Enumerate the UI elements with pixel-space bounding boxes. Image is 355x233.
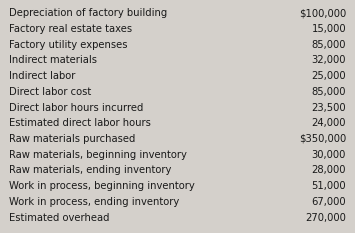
Text: 32,000: 32,000 bbox=[312, 55, 346, 65]
Text: 23,500: 23,500 bbox=[311, 103, 346, 113]
Text: Direct labor cost: Direct labor cost bbox=[9, 87, 91, 97]
Text: 28,000: 28,000 bbox=[312, 165, 346, 175]
Text: Direct labor hours incurred: Direct labor hours incurred bbox=[9, 103, 143, 113]
Text: Factory real estate taxes: Factory real estate taxes bbox=[9, 24, 132, 34]
Text: Work in process, beginning inventory: Work in process, beginning inventory bbox=[9, 181, 195, 191]
Text: Raw materials, ending inventory: Raw materials, ending inventory bbox=[9, 165, 171, 175]
Text: Factory utility expenses: Factory utility expenses bbox=[9, 40, 127, 50]
Text: Work in process, ending inventory: Work in process, ending inventory bbox=[9, 197, 179, 207]
Text: Estimated overhead: Estimated overhead bbox=[9, 213, 109, 223]
Text: $100,000: $100,000 bbox=[299, 8, 346, 18]
Text: 15,000: 15,000 bbox=[311, 24, 346, 34]
Text: Estimated direct labor hours: Estimated direct labor hours bbox=[9, 118, 151, 128]
Text: Raw materials, beginning inventory: Raw materials, beginning inventory bbox=[9, 150, 187, 160]
Text: 30,000: 30,000 bbox=[312, 150, 346, 160]
Text: 24,000: 24,000 bbox=[312, 118, 346, 128]
Text: Depreciation of factory building: Depreciation of factory building bbox=[9, 8, 167, 18]
Text: 85,000: 85,000 bbox=[312, 87, 346, 97]
Text: 25,000: 25,000 bbox=[311, 71, 346, 81]
Text: 270,000: 270,000 bbox=[305, 213, 346, 223]
Text: 51,000: 51,000 bbox=[311, 181, 346, 191]
Text: Indirect materials: Indirect materials bbox=[9, 55, 97, 65]
Text: Raw materials purchased: Raw materials purchased bbox=[9, 134, 135, 144]
Text: $350,000: $350,000 bbox=[299, 134, 346, 144]
Text: 85,000: 85,000 bbox=[312, 40, 346, 50]
Text: Indirect labor: Indirect labor bbox=[9, 71, 75, 81]
Text: 67,000: 67,000 bbox=[311, 197, 346, 207]
